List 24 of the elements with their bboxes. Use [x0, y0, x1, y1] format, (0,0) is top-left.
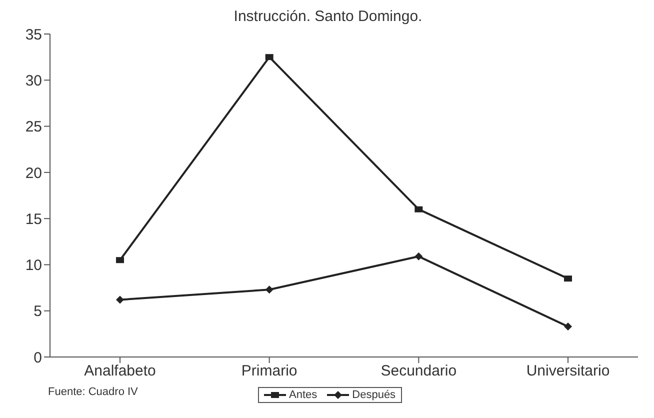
x-tick-label: Primario	[241, 362, 298, 380]
point	[414, 206, 423, 212]
point	[564, 322, 572, 331]
point	[265, 286, 274, 294]
point	[414, 252, 423, 260]
point	[265, 54, 274, 60]
x-tick-label: Analfabeto	[84, 362, 156, 380]
legend-label: Antes	[288, 389, 318, 401]
y-tick-label: 30	[25, 72, 42, 90]
y-tick-label: 5	[34, 303, 42, 320]
point	[116, 257, 124, 264]
y-tick-label: 10	[25, 257, 42, 274]
source-note: Fuente: Cuadro IV	[48, 386, 138, 398]
y-tick-label: 25	[25, 118, 42, 136]
y-tick-label: 0	[34, 349, 42, 366]
point	[116, 296, 124, 304]
chart-title: Instrucción. Santo Domingo.	[232, 8, 424, 26]
legend-label: Después	[351, 389, 396, 401]
y-tick-label: 35	[25, 26, 42, 44]
x-tick-label: Secundario	[380, 362, 457, 380]
y-tick-label: 15	[25, 210, 42, 228]
x-tick-label: Universitario	[526, 362, 610, 380]
y-tick-label: 20	[25, 164, 42, 182]
point	[564, 276, 572, 282]
